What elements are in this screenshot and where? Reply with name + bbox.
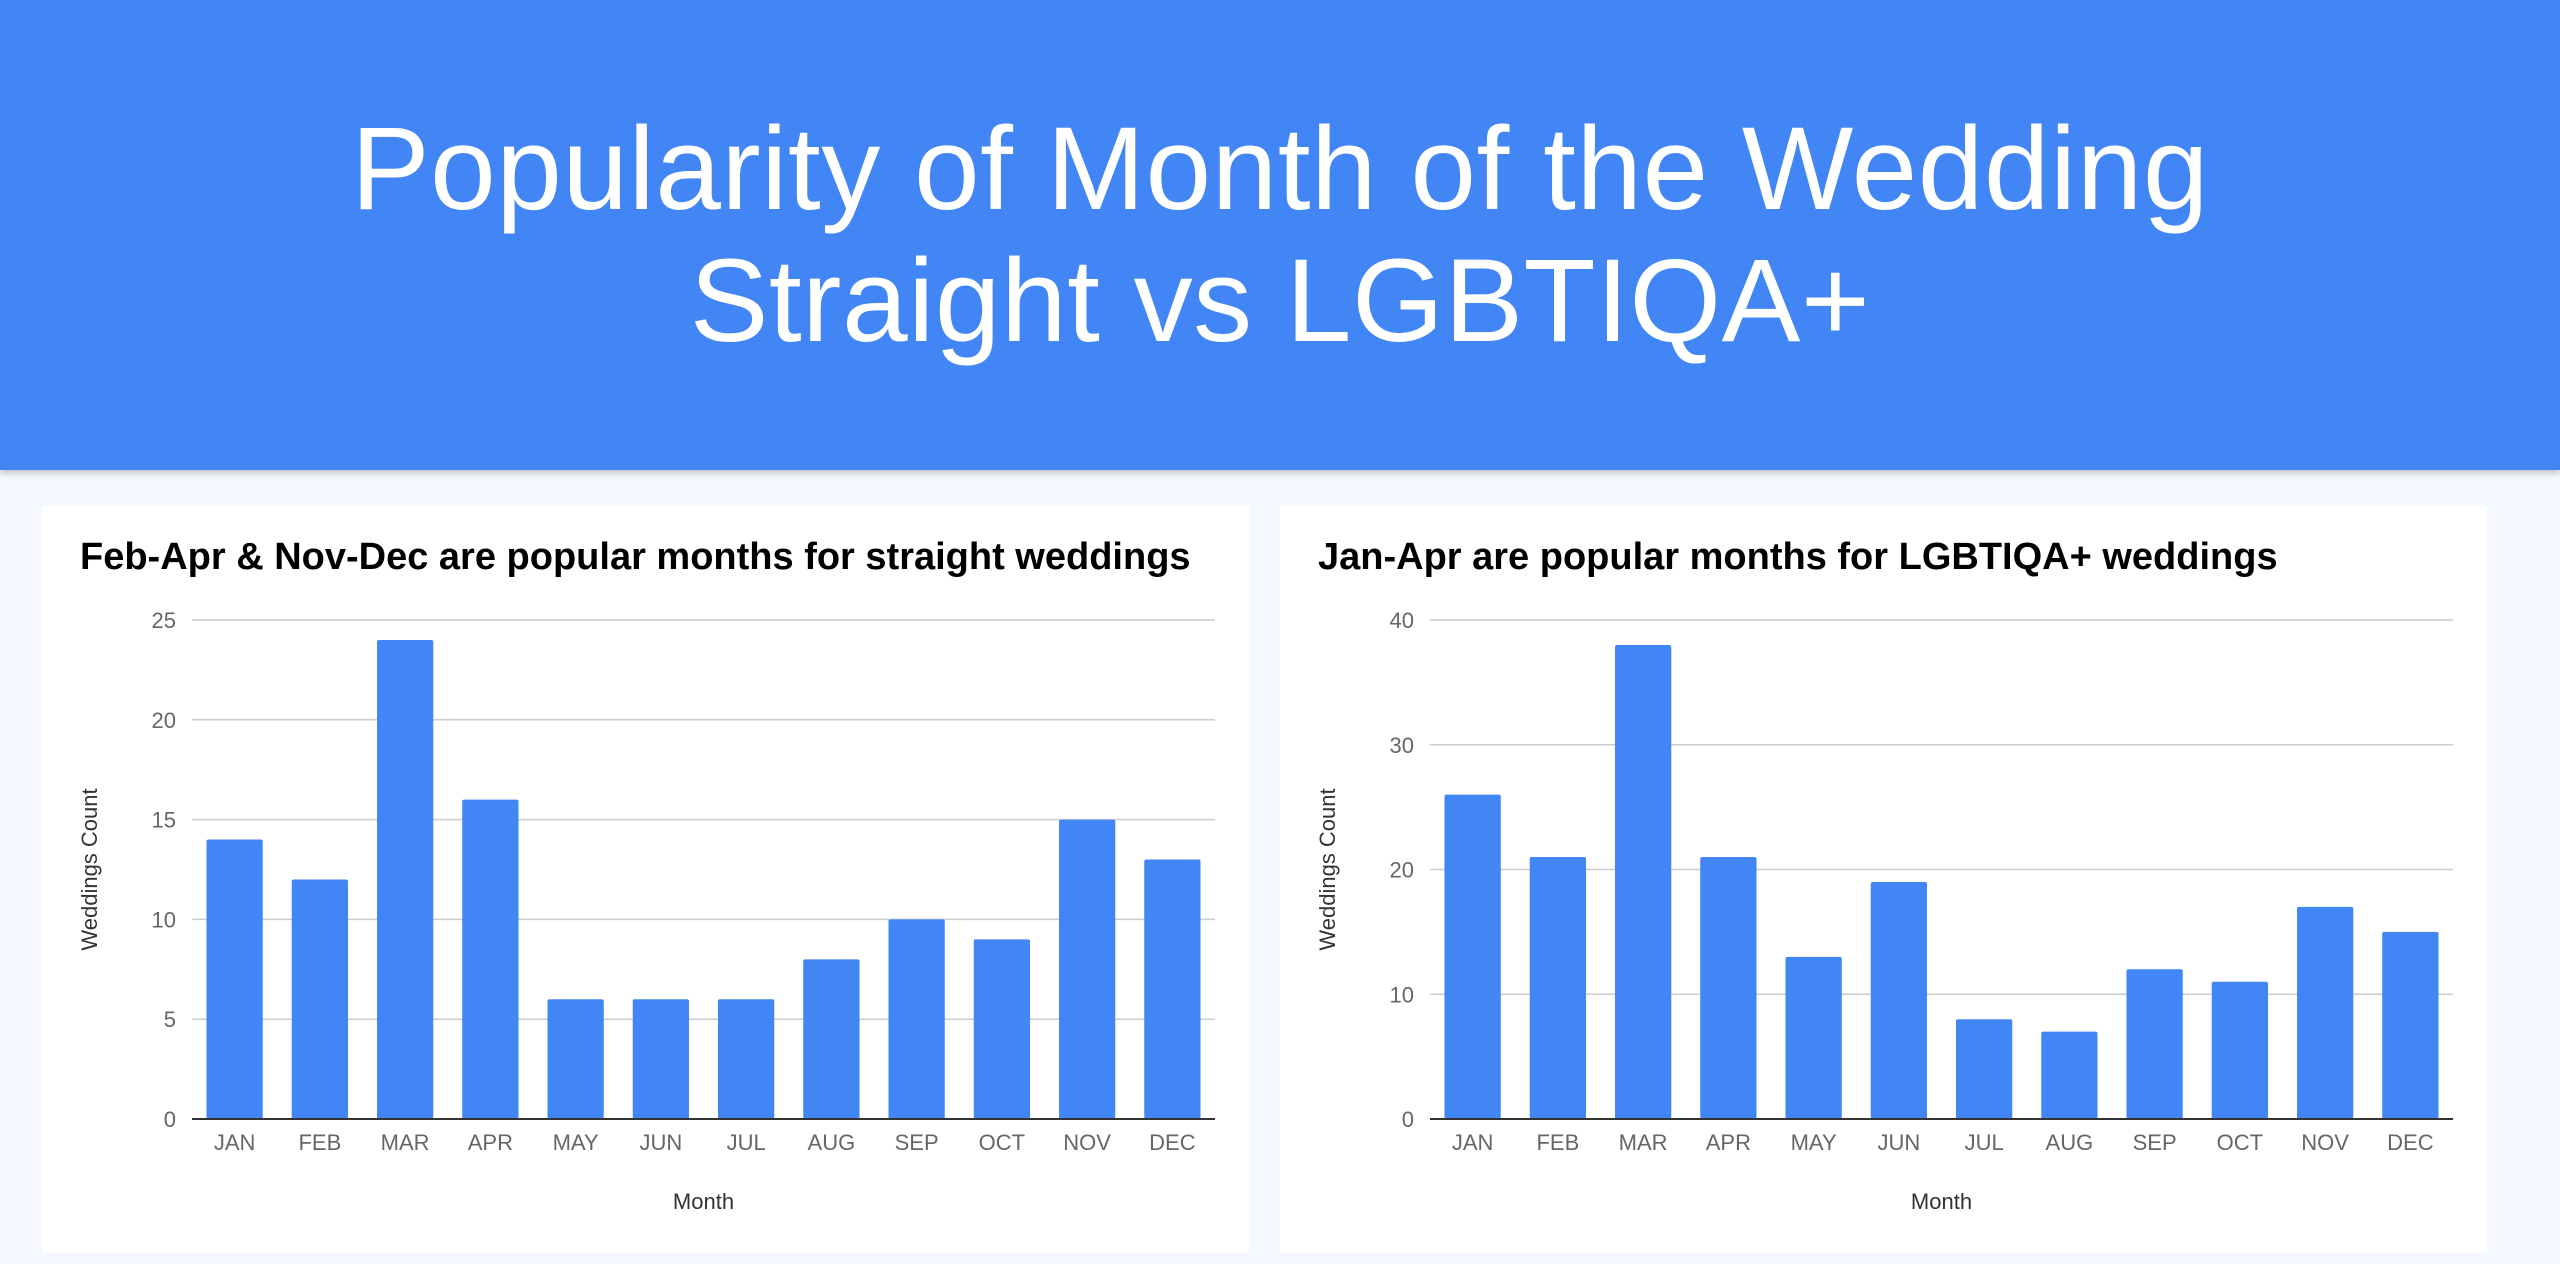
bar-apr	[1700, 857, 1757, 1119]
x-tick-label: MAY	[1791, 1130, 1837, 1155]
bar-jul	[1955, 1019, 2013, 1119]
x-axis-title: Month	[1911, 1189, 1972, 1214]
x-tick-label: MAR	[1619, 1130, 1668, 1155]
bar-aug	[2041, 1031, 2098, 1119]
x-tick-label: DEC	[2387, 1130, 2434, 1155]
x-tick-label: OCT	[979, 1130, 1025, 1155]
bar-mar	[1614, 644, 1672, 1119]
bar-jun	[1870, 881, 1928, 1119]
lgbtiqa-weddings-bar-chart: 0 10 20 30 40 JAN FEB MAR APR MAY JUN JUL AUG SEP OCT N…	[1315, 608, 2453, 1214]
straight-weddings-bar-chart: 0 5 10 15 20 25 JAN FEB MAR APR MAY JUN JUL AUG SEP OCT…	[77, 608, 1215, 1214]
x-tick-label: DEC	[1149, 1130, 1196, 1155]
y-axis-title: Weddings Count	[1315, 788, 1340, 950]
y-tick-label: 10	[1390, 982, 1414, 1007]
bar-jan	[1444, 794, 1501, 1119]
y-tick-label: 20	[152, 708, 176, 733]
bar-jun	[632, 999, 690, 1119]
y-tick-label: 0	[1402, 1107, 1414, 1132]
y-tick-label: 20	[1390, 858, 1414, 883]
bar-feb	[1529, 857, 1587, 1119]
x-tick-label: MAY	[553, 1130, 599, 1155]
bar-nov	[1058, 819, 1116, 1119]
y-tick-label: 30	[1390, 733, 1414, 758]
bar-jan	[206, 839, 263, 1119]
x-tick-label: JUN	[1877, 1130, 1920, 1155]
x-tick-label: JUN	[639, 1130, 682, 1155]
y-tick-label: 10	[152, 907, 176, 932]
x-tick-label: JUL	[727, 1130, 766, 1155]
x-tick-label: OCT	[2217, 1130, 2263, 1155]
x-tick-label: JAN	[214, 1130, 256, 1155]
y-tick-label: 25	[152, 608, 176, 633]
bar-may	[1785, 956, 1842, 1119]
bar-mar	[376, 639, 434, 1119]
y-tick-label: 15	[152, 808, 176, 833]
x-tick-label: MAR	[381, 1130, 430, 1155]
y-axis-title: Weddings Count	[77, 788, 102, 950]
bar-oct	[973, 939, 1031, 1119]
bar-nov	[2296, 906, 2354, 1119]
x-tick-label: APR	[1706, 1130, 1751, 1155]
page-title-line-1: Popularity of Month of the Wedding	[350, 103, 2210, 235]
y-tick-label: 40	[1390, 608, 1414, 633]
x-tick-label: FEB	[298, 1130, 341, 1155]
bar-jul	[717, 999, 775, 1119]
bar-aug	[803, 959, 860, 1119]
x-tick-label: SEP	[895, 1130, 939, 1155]
bar-may	[547, 999, 604, 1119]
bar-oct	[2211, 981, 2269, 1119]
bar-sep	[2126, 969, 2183, 1119]
x-tick-label: AUG	[2046, 1130, 2094, 1155]
chart-title: Jan-Apr are popular months for LGBTIQA+ …	[1318, 536, 2278, 578]
page-header: Popularity of Month of the Wedding Strai…	[0, 0, 2560, 470]
straight-weddings-chart-card: Feb-Apr & Nov-Dec are popular months for…	[42, 506, 1249, 1253]
bar-dec	[2382, 931, 2439, 1119]
x-tick-label: SEP	[2133, 1130, 2177, 1155]
x-tick-label: NOV	[1063, 1130, 1111, 1155]
x-tick-label: APR	[468, 1130, 513, 1155]
x-tick-label: JUL	[1965, 1130, 2004, 1155]
chart-title: Feb-Apr & Nov-Dec are popular months for…	[80, 536, 1191, 578]
x-tick-label: JAN	[1452, 1130, 1494, 1155]
bar-sep	[888, 919, 945, 1119]
page-title-line-2: Straight vs LGBTIQA+	[689, 235, 1871, 367]
bar-dec	[1144, 859, 1201, 1119]
y-tick-label: 0	[164, 1107, 176, 1132]
bar-apr	[462, 799, 519, 1119]
y-tick-label: 5	[164, 1007, 176, 1032]
lgbtiqa-weddings-chart-card: Jan-Apr are popular months for LGBTIQA+ …	[1280, 506, 2487, 1253]
x-axis-title: Month	[673, 1189, 734, 1214]
x-tick-label: NOV	[2301, 1130, 2349, 1155]
bar-feb	[291, 879, 349, 1119]
x-tick-label: AUG	[808, 1130, 856, 1155]
x-tick-label: FEB	[1536, 1130, 1579, 1155]
